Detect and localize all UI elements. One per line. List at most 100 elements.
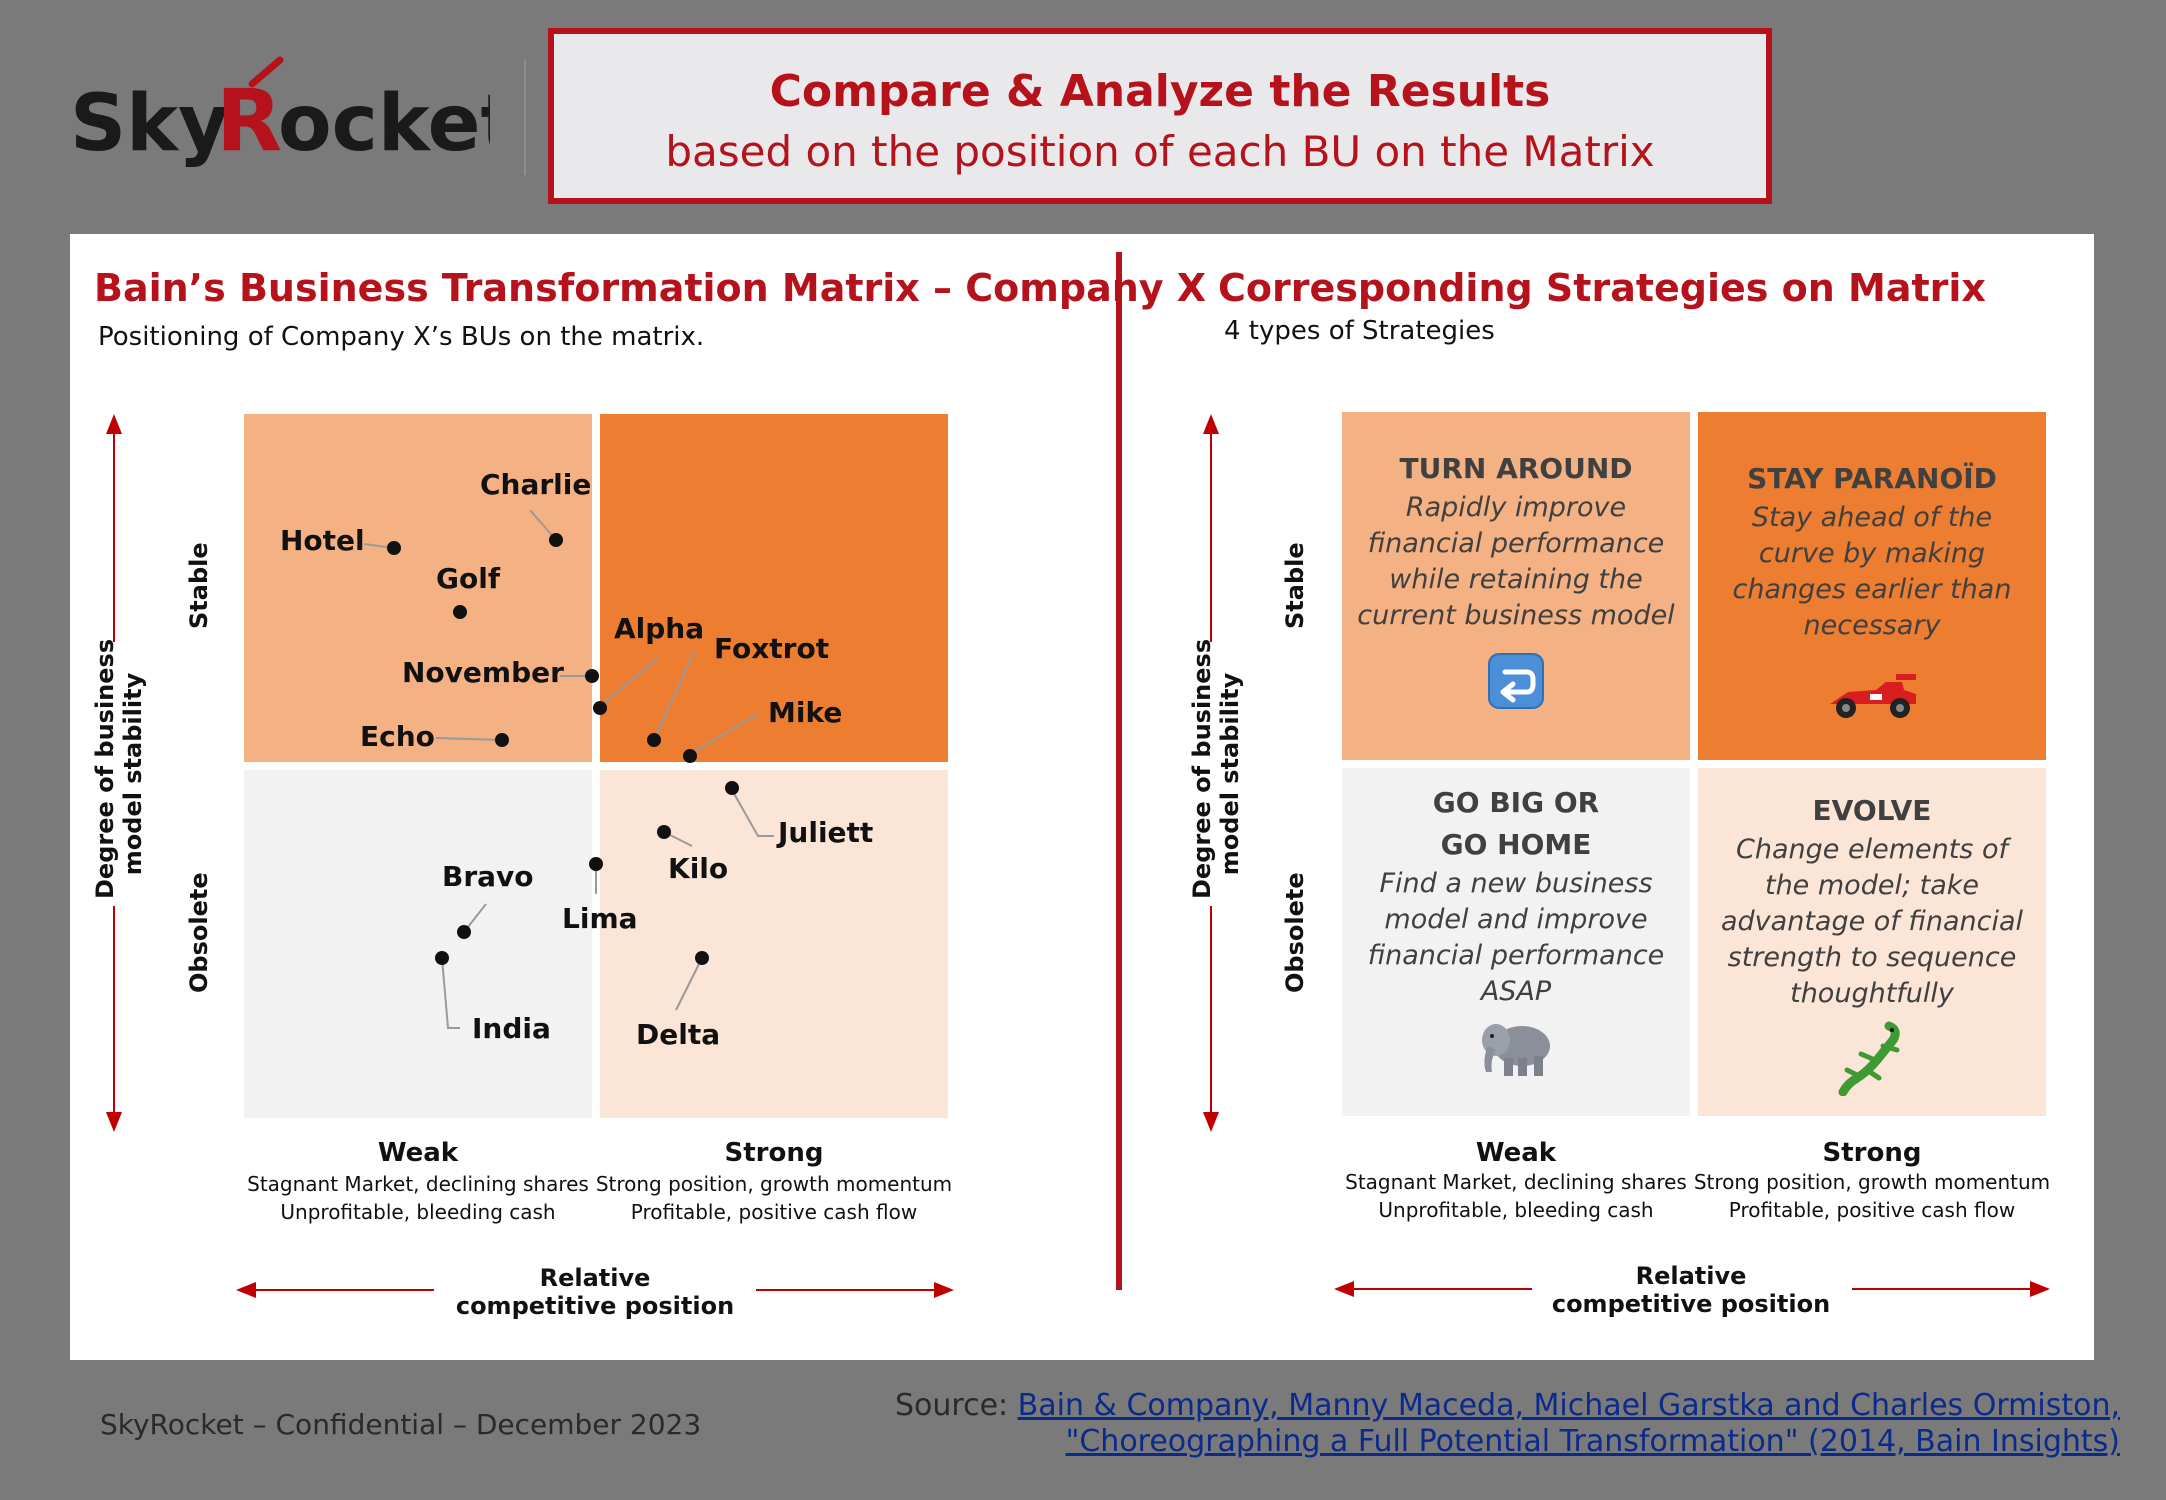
logo-text-ocket: ocket	[278, 79, 490, 169]
bu-label-bravo: Bravo	[442, 860, 534, 893]
footer-source-link-line2[interactable]: "Choreographing a Full Potential Transfo…	[1065, 1424, 2120, 1459]
right-x-axis-title-line2: competitive position	[1551, 1290, 1831, 1318]
x-axis-line-right	[756, 1289, 936, 1291]
elephant-svg	[1482, 1024, 1550, 1076]
strategy-turn-around: TURN AROUND Rapidly improve financial pe…	[1342, 412, 1690, 760]
leader-delta	[675, 957, 703, 1011]
bu-label-lima: Lima	[562, 902, 638, 935]
x-strong-desc-line2: Profitable, positive cash flow	[630, 1200, 918, 1224]
bu-label-mike: Mike	[768, 696, 843, 729]
x-axis-title-line2: competitive position	[455, 1292, 735, 1320]
x-weak-desc-line2: Unprofitable, bleeding cash	[280, 1200, 556, 1224]
bu-leader-lines	[363, 509, 774, 1029]
y-axis-arrow-up	[106, 414, 122, 434]
right-x-label-weak: Weak	[1475, 1138, 1557, 1168]
strategy-evolve: EVOLVE Change elements of the model; tak…	[1698, 768, 2046, 1116]
bu-dots	[387, 533, 739, 965]
x-strong-description: Strong position, growth momentum Profita…	[586, 1170, 962, 1226]
right-y-axis-title: Degree of business model stability	[1188, 638, 1244, 899]
header-separator	[524, 60, 526, 175]
x-axis-title: Relative competitive position	[440, 1264, 750, 1320]
dot-bravo	[457, 925, 471, 939]
logo-rocket-stroke	[248, 56, 284, 88]
x-weak-desc-line1: Stagnant Market, declining shares	[247, 1172, 589, 1196]
right-y-axis-line-bottom	[1210, 906, 1212, 1114]
x-label-strong: Strong	[724, 1138, 824, 1168]
footer-source-link-line1[interactable]: Bain & Company, Manny Maceda, Michael Ga…	[1017, 1388, 2120, 1423]
right-x-strong-description: Strong position, growth momentum Profita…	[1684, 1168, 2060, 1224]
evolve-desc: Change elements of the model; take advan…	[1721, 834, 2023, 1009]
right-x-weak-desc-line1: Stagnant Market, declining shares	[1345, 1170, 1687, 1194]
bu-label-golf: Golf	[436, 562, 500, 595]
right-y-label-obsolete: Obsolete	[1281, 872, 1309, 993]
logo-text-sky: Sky	[70, 79, 229, 169]
footer-confidential: SkyRocket – Confidential – December 2023	[100, 1408, 702, 1441]
dot-charlie	[549, 533, 563, 547]
bu-label-echo: Echo	[360, 720, 435, 753]
go-big-title-line1: GO BIG OR	[1432, 786, 1600, 819]
x-axis-arrow-left	[236, 1282, 256, 1298]
footer-source-prefix: Source:	[894, 1388, 1018, 1423]
right-x-axis-line-left	[1352, 1288, 1532, 1290]
bu-label-hotel: Hotel	[280, 524, 365, 557]
x-axis-title-line1: Relative	[539, 1264, 651, 1292]
logo-text-r: R	[216, 71, 282, 171]
leader-alpha	[599, 657, 659, 707]
right-x-axis-title: Relative competitive position	[1536, 1262, 1846, 1318]
return-arrow-icon	[1342, 652, 1690, 710]
race-car-icon	[1698, 670, 2046, 720]
footer-source-line2: "Choreographing a Full Potential Transfo…	[895, 1424, 2120, 1460]
return-arrow-svg	[1488, 653, 1544, 709]
right-x-axis-arrow-right	[2030, 1281, 2050, 1297]
panel-divider	[1116, 252, 1122, 1290]
y-axis-line-top	[113, 432, 115, 642]
quadrant-weak-stable	[244, 414, 592, 762]
right-x-strong-desc-line1: Strong position, growth momentum	[1693, 1170, 2051, 1194]
go-big-desc: Find a new business model and improve fi…	[1367, 868, 1665, 1007]
dot-foxtrot	[647, 733, 661, 747]
skyrocket-logo: Sky R ocket	[70, 48, 518, 178]
dot-delta	[695, 951, 709, 965]
bu-label-juliett: Juliett	[778, 816, 874, 849]
y-axis-line-bottom	[113, 906, 115, 1114]
footer-source-line1: Source: Bain & Company, Manny Maceda, Mi…	[895, 1388, 2120, 1424]
right-title: Corresponding Strategies on Matrix	[1218, 266, 1986, 310]
x-label-weak: Weak	[377, 1138, 459, 1168]
elephant-icon	[1342, 1016, 1690, 1078]
race-car-svg	[1830, 674, 1916, 718]
go-big-title-line2: GO HOME	[1440, 828, 1592, 861]
x-weak-description: Stagnant Market, declining shares Unprof…	[230, 1170, 606, 1226]
right-y-axis-line-top	[1210, 432, 1212, 642]
stay-paranoid-title: STAY PARANOÏD	[1747, 462, 1997, 495]
right-x-label-strong: Strong	[1822, 1138, 1922, 1168]
leader-juliett	[731, 789, 774, 837]
dot-echo	[495, 733, 509, 747]
quadrant-strong-obsolete	[600, 770, 948, 1118]
dot-hotel	[387, 541, 401, 555]
left-title: Bain’s Business Transformation Matrix – …	[94, 266, 1207, 310]
bu-label-india: India	[472, 1012, 551, 1045]
dot-kilo	[657, 825, 671, 839]
bu-label-charlie: Charlie	[480, 468, 592, 501]
turn-around-title: TURN AROUND	[1399, 452, 1633, 485]
leader-foxtrot	[653, 651, 695, 741]
lizard-svg	[1838, 1021, 1900, 1096]
footer-source: Source: Bain & Company, Manny Maceda, Mi…	[895, 1388, 2120, 1460]
leader-echo	[435, 737, 503, 741]
dot-golf	[453, 605, 467, 619]
bu-label-kilo: Kilo	[668, 852, 729, 885]
x-axis-arrow-right	[934, 1282, 954, 1298]
y-axis-arrow-down	[106, 1112, 122, 1132]
right-y-axis-arrow-down	[1203, 1112, 1219, 1132]
leader-india	[441, 957, 460, 1029]
header-title-box: Compare & Analyze the Results based on t…	[548, 28, 1772, 204]
strategy-stay-paranoid: STAY PARANOÏD Stay ahead of the curve by…	[1698, 412, 2046, 760]
quadrant-weak-obsolete	[244, 770, 592, 1118]
right-y-axis-title-line1: Degree of business	[1188, 638, 1216, 899]
bu-label-foxtrot: Foxtrot	[714, 632, 830, 665]
right-x-axis-title-line1: Relative	[1635, 1262, 1747, 1290]
header-title: Compare & Analyze the Results	[769, 66, 1551, 117]
quadrant-strong-stable	[600, 414, 948, 762]
right-y-axis-title-line2: model stability	[1216, 672, 1244, 876]
